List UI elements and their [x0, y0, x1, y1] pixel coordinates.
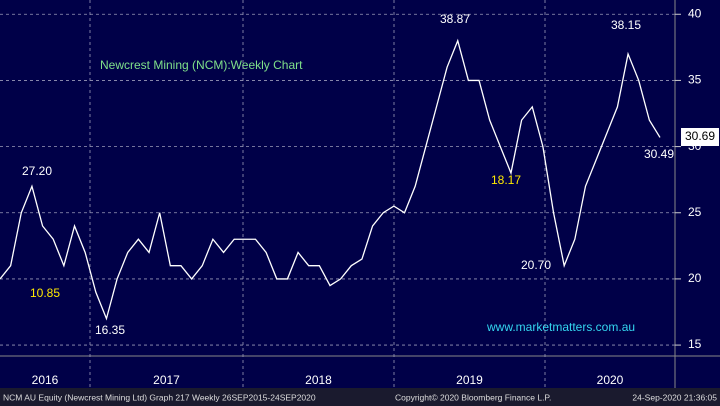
- annotation: 38.87: [440, 12, 470, 26]
- last-price-box: [681, 128, 719, 146]
- footer-center: Copyright© 2020 Bloomberg Finance L.P.: [395, 392, 551, 402]
- annotation: 16.35: [95, 323, 125, 337]
- footer-right: 24-Sep-2020 21:36:05: [632, 392, 717, 402]
- y-tick-label: 25: [688, 205, 702, 219]
- footer-bar: [0, 388, 720, 406]
- y-tick-label: 35: [688, 73, 702, 87]
- price-line: [0, 38, 661, 321]
- footer-left: NCM AU Equity (Newcrest Mining Ltd) Grap…: [3, 392, 316, 402]
- x-tick-label: 2016: [32, 373, 59, 387]
- y-tick-label: 15: [688, 337, 702, 351]
- chart-title: Newcrest Mining (NCM):Weekly Chart: [100, 58, 303, 72]
- x-tick-label: 2019: [456, 373, 483, 387]
- annotation: 18.17: [491, 173, 521, 187]
- y-tick-label: 40: [688, 6, 702, 20]
- annotation: 38.15: [611, 18, 641, 32]
- annotation: 27.20: [22, 164, 52, 178]
- annotation: 20.70: [521, 258, 551, 272]
- y-tick-label: 20: [688, 271, 702, 285]
- watermark: www.marketmatters.com.au: [486, 320, 635, 334]
- annotation: 10.85: [30, 286, 60, 300]
- last-price-label: 30.69: [685, 129, 715, 143]
- x-tick-label: 2017: [153, 373, 180, 387]
- annotation: 30.49: [644, 147, 674, 161]
- x-tick-label: 2018: [305, 373, 332, 387]
- x-tick-label: 2020: [597, 373, 624, 387]
